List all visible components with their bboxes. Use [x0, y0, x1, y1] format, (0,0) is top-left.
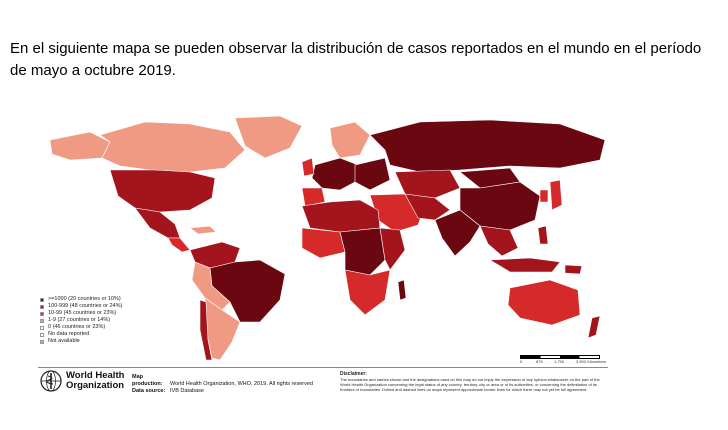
legend-swatch [40, 339, 44, 344]
production-label: Map production: [132, 374, 163, 387]
world-map [49, 115, 606, 361]
legend-item: 100-999 (48 countries or 24%) [40, 303, 122, 310]
region-eastern-europe [354, 157, 391, 191]
who-emblem-icon [40, 370, 62, 392]
legend-label: Not available [48, 338, 80, 344]
region-central-africa [339, 227, 386, 276]
region-philippines [537, 225, 549, 245]
legend-swatch [40, 297, 44, 302]
scale-bar: 0 875 1,750 3,500 Kilometers [520, 355, 606, 365]
region-north-africa [301, 199, 381, 233]
legend-item: 10-99 (45 countries or 23%) [40, 310, 122, 317]
legend-label: >=1000 (20 countries or 10%) [48, 296, 121, 302]
legend-label: 10-99 (45 countries or 23%) [48, 310, 117, 316]
region-usa [109, 169, 216, 213]
scale-label: 0 [520, 359, 523, 364]
region-russia [369, 119, 606, 173]
data-source-value: IVB Database [170, 388, 204, 394]
legend-swatch [40, 325, 44, 330]
who-name-line2: Organization [66, 380, 125, 391]
who-name-line1: World Health [66, 370, 125, 381]
scale-label: 1,750 [554, 359, 565, 364]
region-indonesia [488, 257, 561, 273]
region-scandinavia [329, 121, 371, 159]
region-madagascar [397, 279, 407, 301]
disclaimer: Disclaimer: The boundaries and names sho… [340, 371, 610, 393]
legend-swatch [40, 304, 44, 309]
region-australia [507, 279, 581, 326]
region-iberia [301, 187, 326, 207]
region-new-zealand [587, 315, 601, 339]
region-mexico [134, 207, 181, 239]
scale-bar-graphic [520, 355, 600, 359]
region-southern-africa [344, 269, 391, 316]
region-west-africa [301, 227, 346, 259]
region-iran-afgh [404, 193, 451, 221]
production-value: World Health Organization, WHO, 2019. Al… [170, 381, 313, 387]
legend-label: 100-999 (48 countries or 24%) [48, 303, 123, 309]
scale-label: 3,500 Kilometers [576, 359, 607, 364]
legend-item: 1-9 (27 countries or 14%) [40, 317, 122, 324]
legend-swatch [40, 318, 44, 323]
legend-label: No data reported [48, 331, 90, 337]
disclaimer-title: Disclaimer: [340, 371, 367, 377]
disclaimer-text: The boundaries and names shown and the d… [340, 377, 600, 392]
region-kazakhstan [394, 169, 461, 199]
scale-label: 875 [536, 359, 543, 364]
region-india [434, 209, 481, 257]
region-greenland [234, 115, 303, 159]
footer-divider [38, 367, 608, 368]
who-logo: World Health Organization [40, 370, 124, 392]
region-alaska [49, 131, 111, 161]
region-caribbean [189, 225, 217, 235]
map-production-info: Map production: World Health Organization… [132, 374, 313, 395]
legend-swatch [40, 332, 44, 337]
data-source-label: Data source: [132, 388, 166, 394]
region-canada [99, 121, 246, 173]
region-central-america [167, 237, 191, 253]
map-legend: >=1000 (20 countries or 10%) 100-999 (48… [40, 296, 122, 345]
region-korea [539, 189, 549, 203]
legend-swatch [40, 311, 44, 316]
legend-item: >=1000 (20 countries or 10%) [40, 296, 122, 303]
page-heading: En el siguiente mapa se pueden observar … [10, 40, 702, 79]
legend-item: No data reported [40, 331, 122, 338]
legend-item: Not available [40, 338, 122, 345]
region-east-africa [379, 227, 406, 271]
region-png [564, 264, 583, 275]
region-uk [301, 157, 315, 177]
region-western-europe [311, 157, 359, 191]
legend-label: 0 (46 countries or 23%) [48, 324, 106, 330]
legend-label: 1-9 (27 countries or 14%) [48, 317, 111, 323]
region-chile-strip [199, 299, 213, 361]
region-se-asia [479, 225, 519, 257]
legend-item: 0 (46 countries or 23%) [40, 324, 122, 331]
region-japan [549, 179, 563, 211]
region-peru-bolivia [191, 261, 231, 311]
